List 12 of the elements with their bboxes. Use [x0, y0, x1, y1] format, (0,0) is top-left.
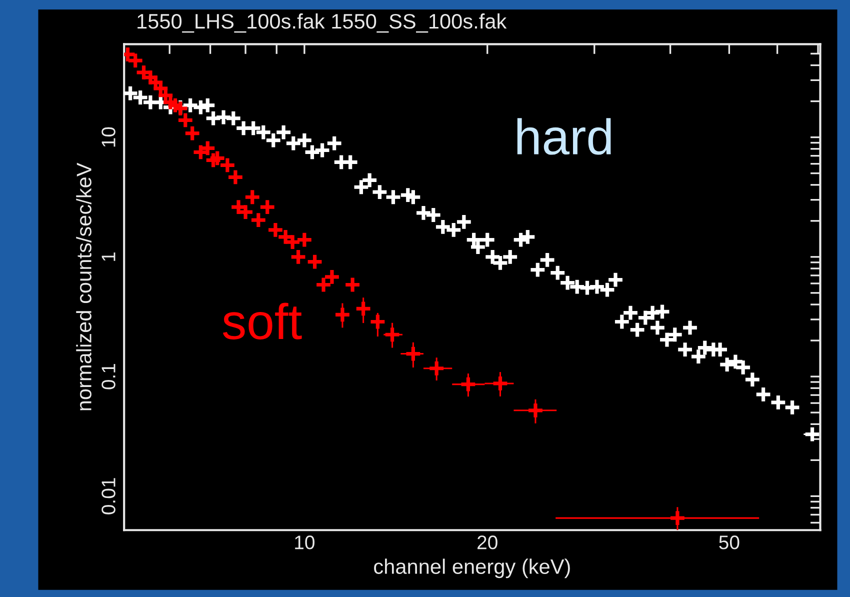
y-tick-label: 10 [102, 127, 116, 147]
x-axis-title: channel energy (keV) [374, 558, 570, 578]
legend-label: soft [222, 302, 302, 340]
x-tick-label: 50 [719, 536, 740, 550]
y-tick-label: 1 [102, 252, 116, 261]
chart-title: 1550_LHS_100s.fak 1550_SS_100s.fak [138, 13, 507, 33]
y-tick-label: 0.01 [102, 478, 116, 514]
x-tick-label: 20 [478, 536, 498, 550]
x-tick-label: 10 [295, 536, 314, 550]
y-axis-title: normalized counts/sec/keV [76, 162, 92, 410]
series-label: hard [517, 118, 611, 155]
y-tick-label: 0.1 [102, 364, 116, 390]
